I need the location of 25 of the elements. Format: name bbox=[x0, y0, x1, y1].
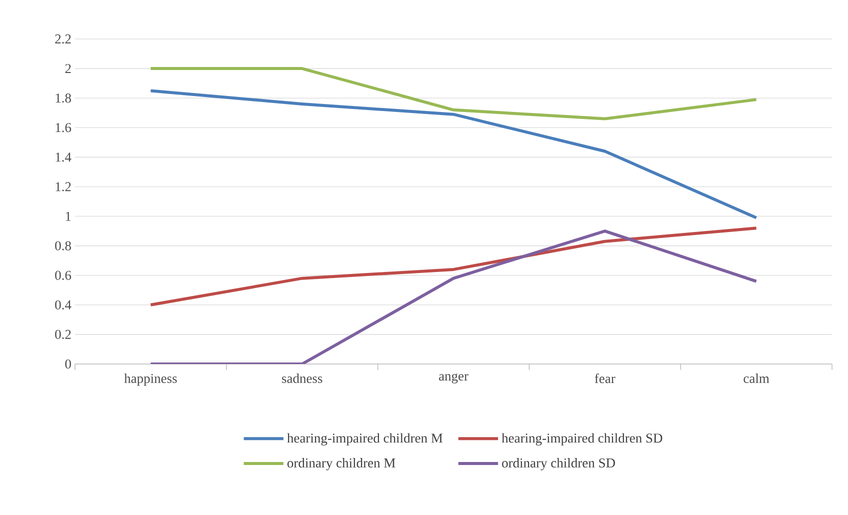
x-tick-label: calm bbox=[744, 374, 770, 384]
x-tick-label: sadness bbox=[282, 374, 322, 384]
y-tick-label: 0 bbox=[65, 359, 71, 369]
y-tick-label: 1.8 bbox=[56, 94, 71, 103]
x-tick-label: happiness bbox=[124, 374, 177, 386]
y-tick-label: 0.2 bbox=[55, 330, 71, 340]
line-series bbox=[149, 230, 758, 364]
y-tick-label: 1.4 bbox=[56, 152, 72, 162]
x-tick-label: anger bbox=[438, 374, 468, 384]
y-tick-label: 0.8 bbox=[55, 241, 71, 250]
legend-label: hearing-impaired children M bbox=[287, 433, 443, 446]
y-tick-label: 1.6 bbox=[56, 123, 72, 132]
legend-label: hearing-impaired children SD bbox=[502, 433, 662, 446]
y-tick-label: 2.2 bbox=[55, 34, 71, 44]
y-tick-label: 2 bbox=[65, 64, 71, 74]
line-series bbox=[149, 89, 758, 220]
line-series bbox=[149, 226, 758, 306]
y-tick-label: 0.6 bbox=[55, 270, 72, 280]
y-tick-label: 1 bbox=[66, 212, 71, 221]
legend-label: ordinary children M bbox=[287, 458, 396, 470]
y-tick-label: 0.4 bbox=[55, 300, 72, 310]
line-series bbox=[149, 67, 758, 120]
x-tick-label: fear bbox=[594, 374, 616, 384]
legend-label: ordinary children SD bbox=[502, 458, 615, 470]
y-tick-label: 1.2 bbox=[56, 182, 71, 192]
